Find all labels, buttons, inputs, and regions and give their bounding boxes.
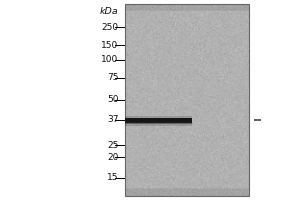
Text: 20: 20 [107,152,118,162]
Text: 37: 37 [107,116,118,124]
Text: 15: 15 [107,173,118,182]
Text: 75: 75 [107,73,118,82]
Text: 100: 100 [101,55,118,64]
Bar [125,118,192,121]
Bar [125,116,192,120]
Bar [125,119,192,123]
Text: 150: 150 [101,40,118,49]
Text: 250: 250 [101,22,118,31]
Text: 25: 25 [107,140,118,149]
Text: kDa: kDa [100,6,118,16]
Bar [125,118,192,122]
Bar [125,123,192,126]
Text: 50: 50 [107,96,118,104]
Bar [125,121,192,124]
Bar [124,4,249,196]
